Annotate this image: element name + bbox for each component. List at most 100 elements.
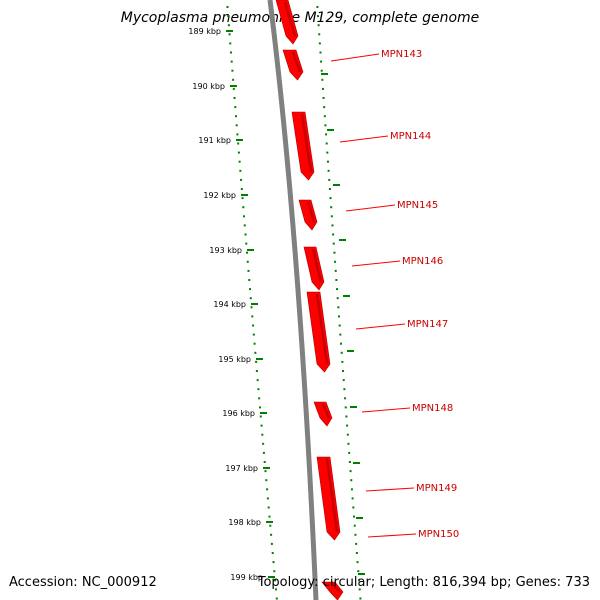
tick-dot: [230, 60, 233, 63]
major-tick: [347, 350, 354, 352]
kbp-label: 198 kbp: [228, 518, 261, 527]
tick-dot: [272, 561, 275, 564]
tick-dot: [342, 379, 345, 382]
tick-dot: [231, 69, 234, 72]
kbp-label: 195 kbp: [218, 355, 251, 364]
tick-dot: [332, 242, 335, 245]
major-tick: [268, 576, 275, 578]
tick-dot: [357, 570, 360, 573]
tick-dot: [354, 533, 357, 536]
tick-dot: [342, 370, 345, 372]
tick-dot: [227, 24, 230, 27]
tick-dot: [351, 497, 354, 500]
tick-dot: [320, 69, 323, 72]
tick-dot: [244, 233, 247, 236]
major-tick: [343, 295, 350, 297]
major-tick: [266, 521, 273, 523]
gene-leader-line: [351, 260, 401, 267]
tick-dot: [274, 588, 277, 591]
gene-label: MPN145: [397, 200, 438, 211]
gene-label: MPN146: [402, 256, 443, 267]
tick-dot: [270, 533, 273, 536]
tick-dot: [249, 297, 252, 300]
tick-dot: [232, 78, 235, 81]
genome-summary: Topology: circular; Length: 816,394 bp; …: [257, 575, 590, 590]
tick-dot: [238, 160, 241, 163]
gene-arrow-shade: [306, 201, 316, 223]
tick-dot: [350, 488, 353, 491]
tick-dot: [325, 133, 328, 136]
tick-dot: [264, 470, 267, 473]
genome-backbone: [267, 0, 319, 600]
tick-dot: [242, 206, 245, 209]
gene-label: MPN150: [418, 529, 459, 540]
tick-dot: [273, 570, 276, 573]
tick-dot: [318, 33, 321, 36]
tick-dot: [247, 269, 250, 272]
major-tick: [358, 573, 365, 575]
gene-arrow: [313, 401, 333, 427]
major-tick: [260, 412, 267, 414]
tick-dot: [257, 388, 260, 391]
tick-dot: [266, 497, 269, 500]
tick-dot: [326, 151, 329, 154]
tick-dot: [256, 379, 259, 382]
major-tick: [321, 73, 328, 75]
kbp-label: 197 kbp: [225, 464, 258, 473]
gene-leader-line: [355, 323, 406, 330]
tick-dot: [338, 315, 341, 318]
gene-arrow: [275, 0, 299, 45]
tick-dot: [240, 178, 243, 181]
kbp-label: 199 kbp: [230, 573, 263, 582]
tick-dot: [246, 251, 249, 254]
tick-dot: [237, 142, 240, 145]
tick-dot: [356, 561, 359, 564]
tick-dot: [258, 406, 261, 409]
tick-dot: [233, 97, 236, 99]
major-tick: [241, 194, 248, 196]
tick-dot: [245, 242, 248, 245]
tick-dot: [229, 42, 232, 45]
tick-dot: [325, 142, 328, 145]
tick-dot: [323, 115, 326, 118]
tick-dot: [258, 397, 261, 400]
tick-dot: [334, 269, 337, 272]
kbp-label: 189 kbp: [188, 27, 221, 36]
tick-dot: [330, 215, 333, 218]
tick-dot: [321, 87, 324, 90]
gene-leader-line: [367, 533, 417, 538]
tick-dot: [262, 451, 265, 454]
tick-dot: [358, 588, 361, 591]
tick-dot: [346, 424, 349, 427]
gene-label: MPN149: [416, 483, 457, 494]
tick-dot: [327, 169, 330, 172]
tick-dot: [270, 542, 273, 545]
tick-dot: [250, 306, 253, 309]
tick-dot: [234, 106, 237, 109]
map-title: Mycoplasma pneumoniae M129, complete gen…: [120, 10, 480, 26]
major-tick: [356, 517, 363, 519]
major-tick: [256, 358, 263, 360]
tick-dot: [271, 552, 274, 554]
tick-dot: [336, 288, 339, 291]
gene-label: MPN144: [390, 131, 431, 142]
gene-label: MPN148: [412, 403, 453, 414]
right-tick-ring: [316, 6, 362, 600]
tick-dot: [265, 479, 268, 482]
tick-dot: [319, 51, 322, 54]
tick-dot: [332, 233, 335, 236]
tick-dot: [329, 197, 332, 200]
tick-dot: [322, 97, 325, 99]
tick-dot: [318, 42, 321, 45]
kbp-label: 196 kbp: [222, 409, 255, 418]
tick-dot: [344, 397, 347, 400]
gene-labels: MPN143 MPN144 MPN145 MPN146 MPN147 MPN148 MPN1…: [330, 49, 459, 540]
major-tick: [230, 85, 237, 87]
tick-dot: [348, 461, 351, 463]
tick-dot: [328, 188, 331, 190]
tick-dot: [337, 306, 340, 309]
tick-dot: [243, 224, 246, 227]
tick-dot: [317, 15, 320, 18]
major-tick: [226, 30, 233, 32]
